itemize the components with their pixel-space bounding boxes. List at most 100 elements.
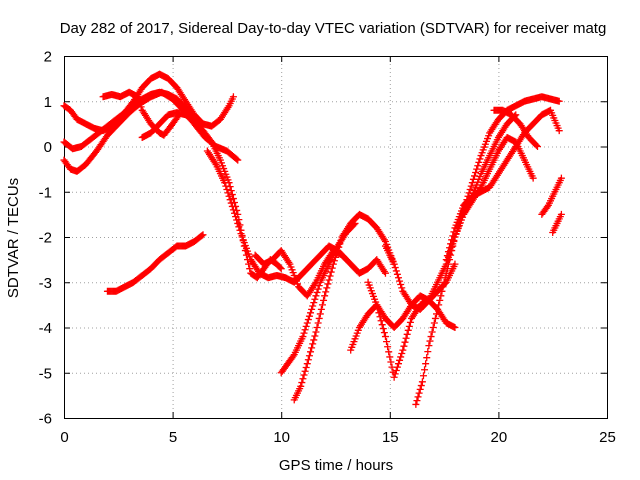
y-tick-label: -1 [39, 184, 52, 201]
y-tick-label: 1 [44, 94, 52, 111]
data-point [412, 400, 420, 408]
data-point [393, 270, 401, 278]
data-marks [60, 70, 565, 408]
data-point [394, 274, 402, 282]
data-point [396, 277, 404, 285]
data-point [301, 367, 309, 375]
data-point [397, 353, 405, 361]
data-point [424, 348, 432, 356]
data-point [225, 192, 233, 200]
data-point [379, 325, 387, 333]
data-point [392, 366, 400, 374]
data-point [434, 305, 442, 313]
data-point [446, 244, 454, 252]
data-series-3 [60, 88, 198, 153]
data-point [403, 330, 411, 338]
data-point [406, 318, 414, 326]
data-point [314, 319, 322, 327]
data-point [312, 292, 320, 300]
data-point [447, 240, 455, 248]
data-point [224, 189, 232, 197]
data-point [277, 265, 285, 273]
data-point [466, 185, 474, 193]
data-point [137, 103, 145, 111]
data-point [302, 363, 310, 371]
data-point [380, 329, 388, 337]
data-point [378, 321, 386, 329]
data-point [307, 348, 315, 356]
data-point [299, 333, 307, 341]
data-point [449, 232, 457, 240]
data-point [326, 272, 334, 280]
data-point [374, 305, 382, 313]
data-point [226, 196, 234, 204]
data-series-10 [251, 247, 389, 300]
y-tick-label: -2 [39, 230, 52, 247]
data-point [303, 360, 311, 368]
data-point [301, 326, 309, 334]
data-point [325, 276, 333, 284]
x-tick-label: 15 [382, 429, 399, 446]
y-tick-label: -4 [39, 320, 52, 337]
y-tick-labels: -6 -5 -4 -3 -2 -1 0 1 2 [39, 49, 52, 428]
data-point [448, 236, 456, 244]
data-point [451, 324, 459, 331]
data-point [235, 223, 243, 231]
data-point [381, 269, 389, 277]
data-point [222, 182, 230, 190]
data-series-16 [460, 133, 537, 218]
data-point [387, 358, 395, 366]
data-series-19 [549, 210, 565, 236]
data-point [329, 260, 337, 268]
data-point [223, 185, 231, 193]
data-series-17 [490, 106, 541, 150]
data-point [321, 292, 329, 300]
data-point [543, 203, 551, 211]
data-point [304, 356, 312, 364]
data-point [311, 332, 319, 340]
data-point [476, 155, 484, 163]
y-axis-label: SDTVAR / TECUs [5, 178, 22, 298]
x-tick-label: 25 [599, 429, 616, 446]
data-point [246, 265, 254, 273]
data-point [227, 199, 235, 207]
data-point [390, 373, 398, 381]
data-point [472, 169, 480, 177]
data-point [305, 312, 313, 320]
y-tick-label: -5 [39, 365, 52, 382]
data-series-4 [99, 88, 183, 139]
data-point [418, 378, 426, 386]
data-point [422, 360, 430, 368]
data-point [392, 267, 400, 275]
data-point [231, 209, 239, 217]
data-point [315, 314, 323, 322]
data-point [308, 305, 316, 313]
data-point [229, 206, 237, 214]
x-tick-labels: 0 5 10 15 20 25 [60, 429, 616, 446]
data-point [431, 314, 439, 322]
data-point [298, 379, 306, 387]
data-point [373, 301, 381, 309]
data-point [529, 174, 537, 182]
data-point [405, 322, 413, 330]
data-point [555, 127, 563, 135]
y-tick-label: -6 [39, 411, 52, 428]
data-point [397, 281, 405, 289]
data-point [399, 346, 407, 354]
data-point [228, 202, 236, 210]
data-point [423, 354, 431, 362]
data-point [383, 338, 391, 346]
data-point [234, 219, 242, 227]
data-point [430, 319, 438, 327]
data-point [318, 301, 326, 309]
data-point [413, 397, 421, 405]
y-tick-label: -3 [39, 275, 52, 292]
axis-ticks [64, 56, 608, 419]
data-point [444, 260, 452, 268]
data-point [309, 302, 317, 310]
data-point [134, 93, 142, 101]
data-series-6 [103, 231, 207, 295]
data-point [322, 288, 330, 296]
data-point [400, 342, 408, 350]
